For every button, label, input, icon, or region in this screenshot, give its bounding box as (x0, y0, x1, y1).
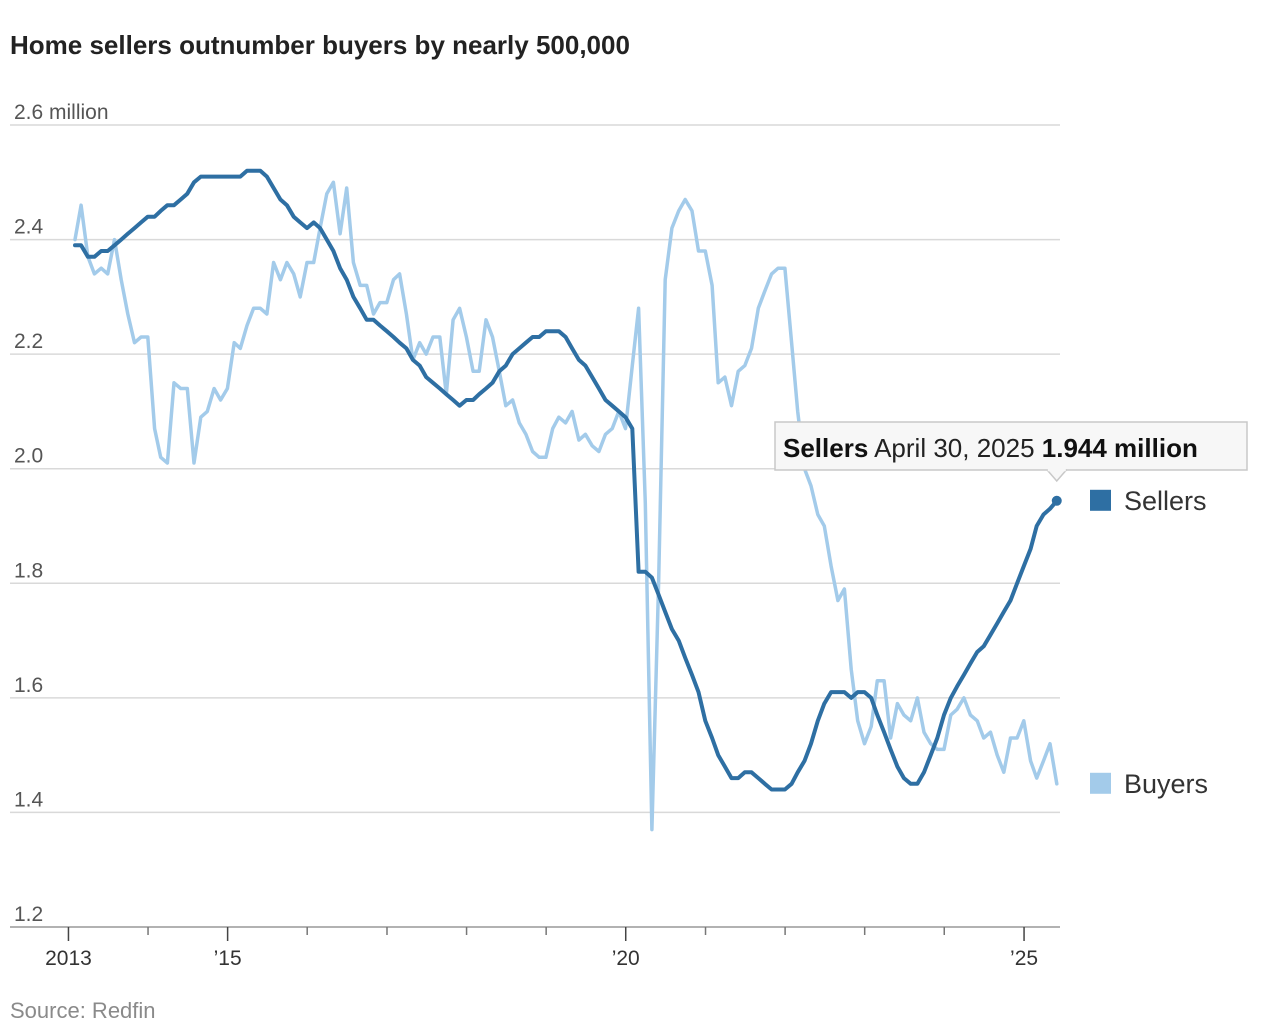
x-tick-label: 2013 (45, 947, 92, 970)
tooltip-date: April 30, 2025 (868, 433, 1041, 463)
chart-title: Home sellers outnumber buyers by nearly … (10, 30, 630, 60)
x-axis: 2013 ’15 ’20 ’25 (10, 926, 1060, 970)
tooltip-pointer (1046, 469, 1068, 483)
y-tick-label: 2.6 million (14, 101, 109, 124)
series-line-sellers (73, 168, 1059, 792)
chart-canvas: 2.6 million 2.4 2.2 2.0 1.8 1.6 1.4 1.2 2013 ’15… (10, 101, 1248, 970)
y-tick-label: 1.4 (14, 788, 44, 811)
x-tick-label: ’20 (612, 947, 640, 970)
x-tick-label: ’25 (1010, 947, 1038, 970)
series-line-buyers (73, 180, 1059, 832)
y-axis-tick-labels: 2.6 million 2.4 2.2 2.0 1.8 1.6 1.4 1.2 (14, 101, 109, 926)
legend: Sellers Buyers (1090, 486, 1208, 799)
y-tick-label: 2.0 (14, 445, 43, 468)
tooltip-text: Sellers April 30, 2025 1.944 million (783, 433, 1198, 463)
source-note: Source: Redfin (10, 998, 156, 1023)
legend-label-sellers: Sellers (1124, 486, 1207, 516)
y-tick-label: 1.2 (14, 903, 43, 926)
y-tick-label: 2.2 (14, 330, 43, 353)
tooltip-box (774, 421, 1248, 471)
series-lines (73, 168, 1062, 832)
tooltip: Sellers April 30, 2025 1.944 million (774, 421, 1248, 483)
legend-swatch-buyers (1090, 772, 1111, 794)
legend-label-buyers: Buyers (1124, 769, 1208, 799)
y-tick-label: 1.8 (14, 559, 43, 582)
tooltip-value: 1.944 million (1042, 433, 1198, 463)
legend-swatch-sellers (1090, 489, 1111, 511)
x-tick-label: ’15 (214, 947, 242, 970)
y-tick-label: 2.4 (14, 216, 44, 239)
sellers-end-marker[interactable] (1051, 495, 1062, 506)
tooltip-series: Sellers (783, 433, 868, 463)
y-tick-label: 1.6 (14, 674, 43, 697)
